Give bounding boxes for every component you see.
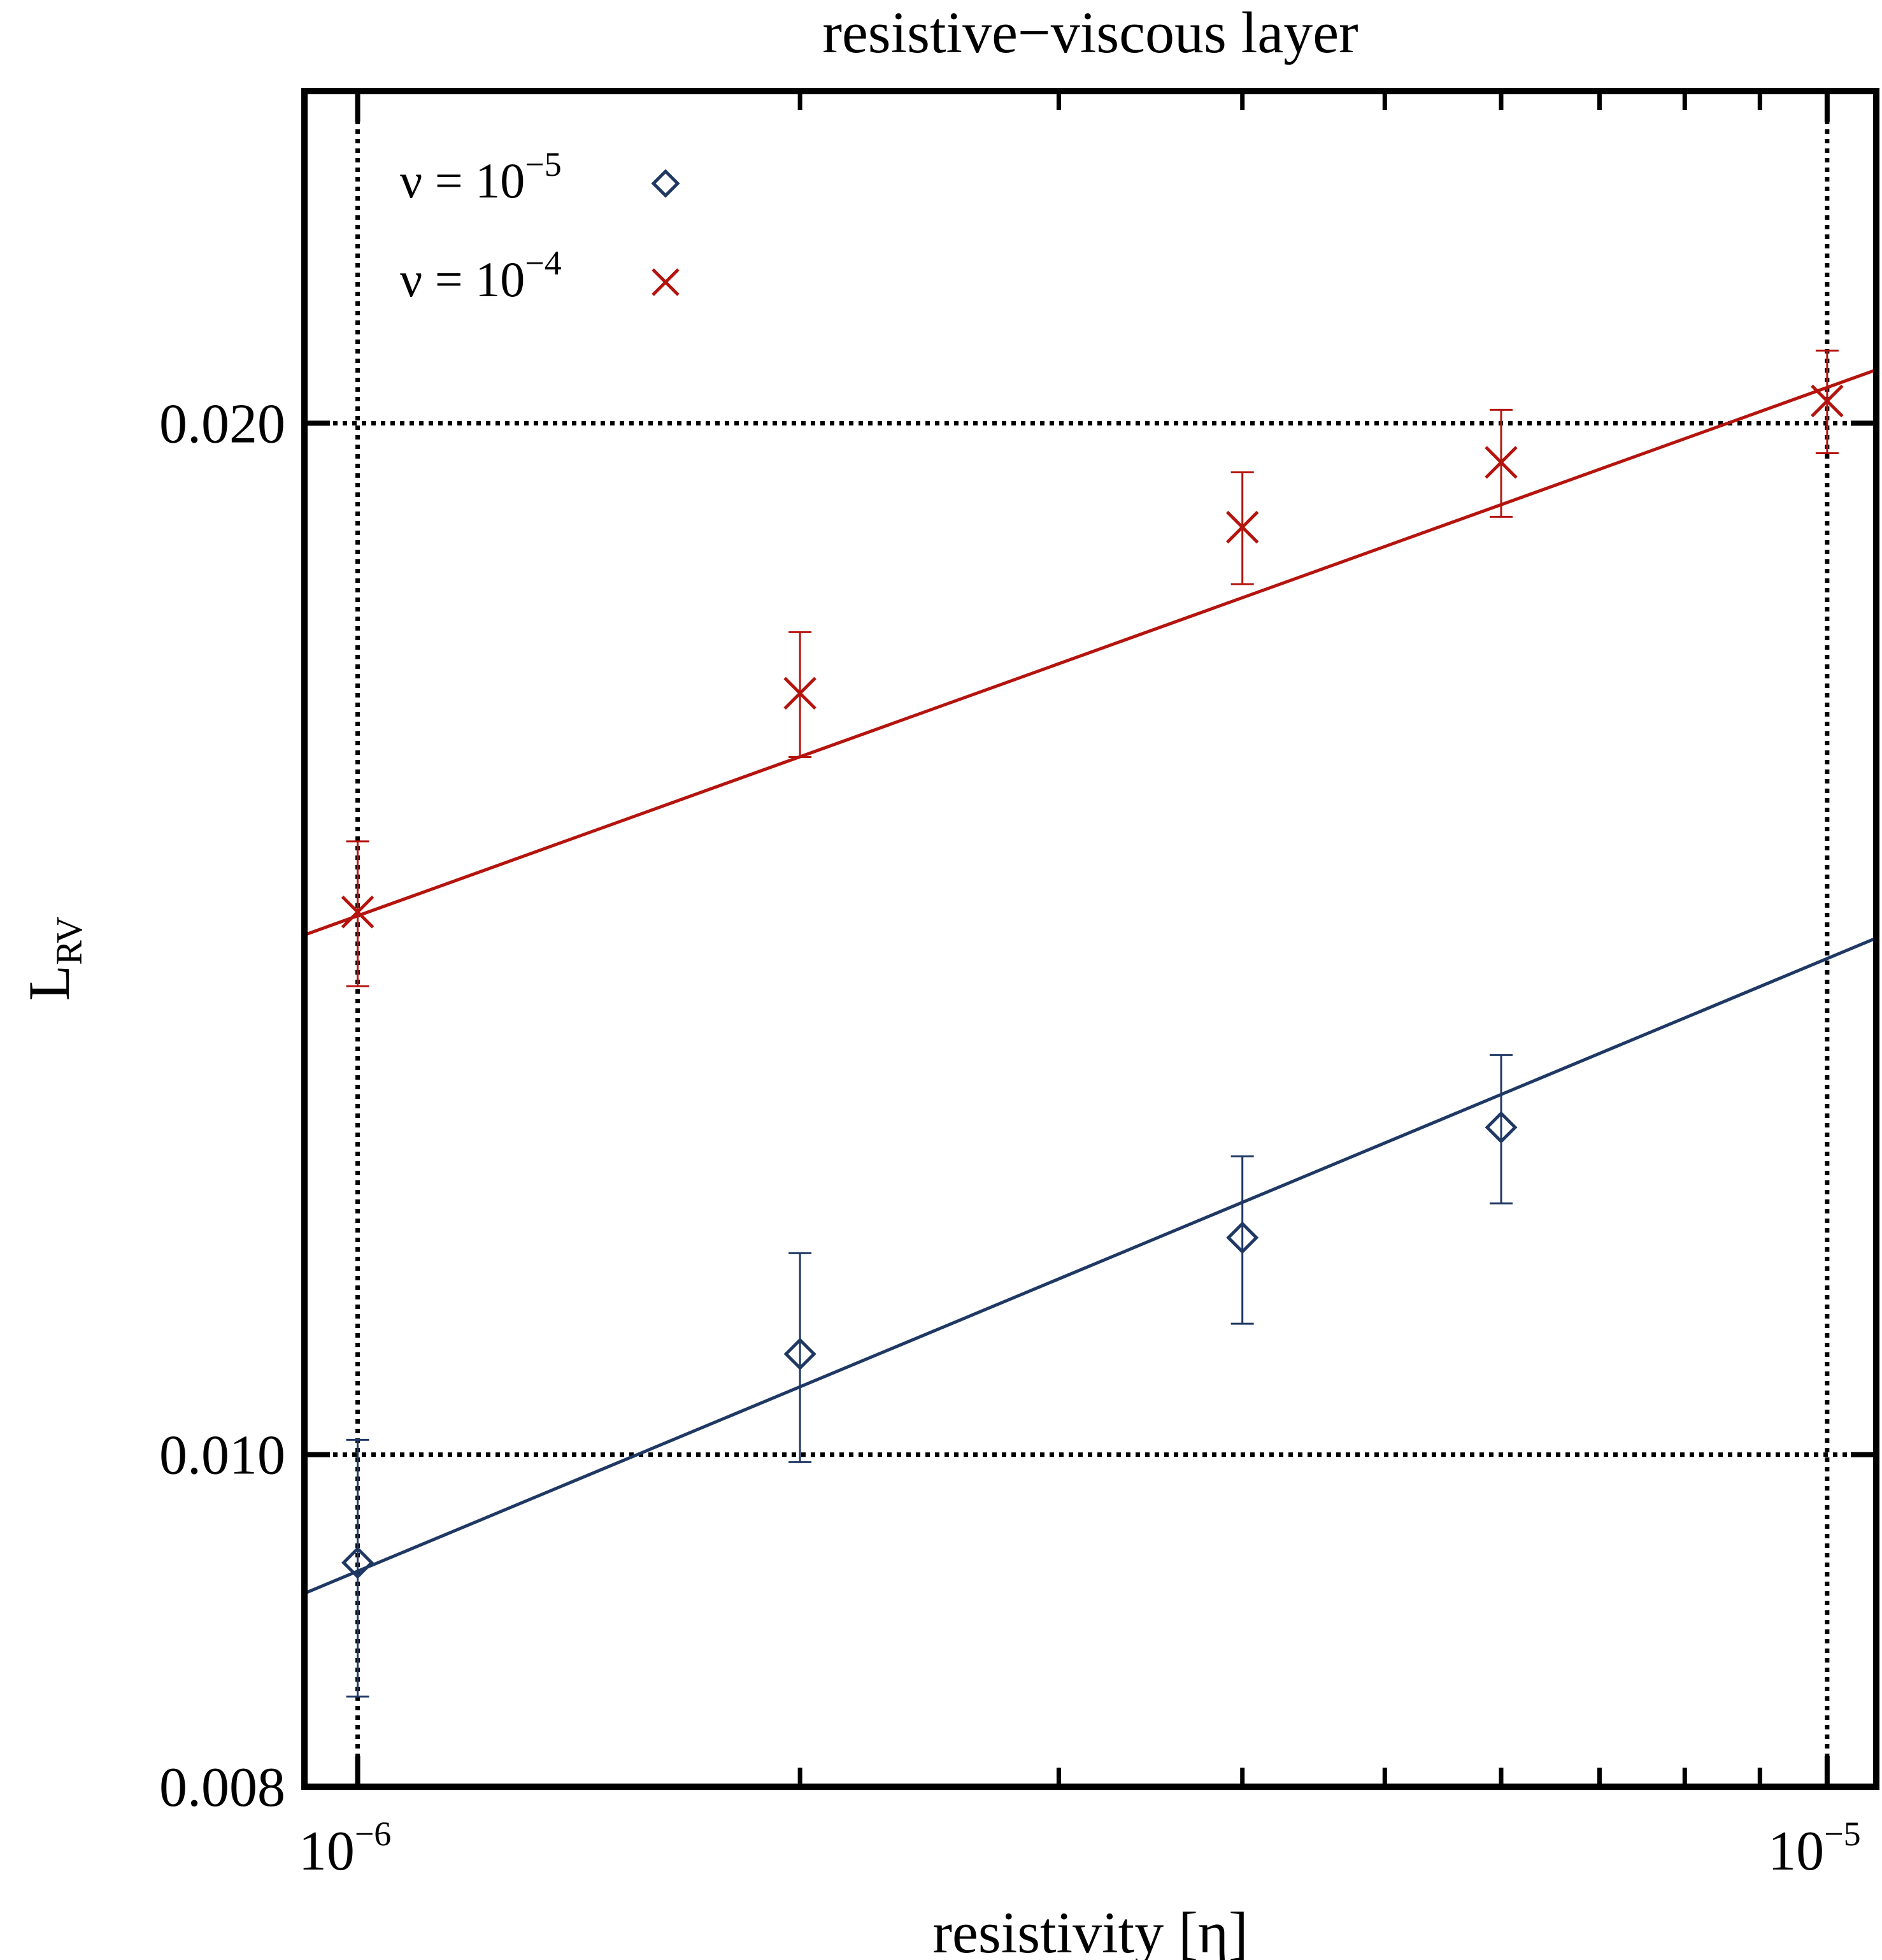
fit-line-0 <box>304 936 1877 1595</box>
axis-ticks <box>304 91 1876 1789</box>
data-point-1-2 <box>1225 510 1259 544</box>
data-point-1-0 <box>341 896 374 929</box>
legend-label-1: ν = 10−4 <box>400 244 562 307</box>
fit-lines <box>304 368 1877 1595</box>
plot-frame <box>301 88 1879 1790</box>
legend-marker-1 <box>652 268 680 296</box>
x-tick-label-1: 10−5 <box>1768 1815 1860 1882</box>
y-tick-label-0: 0.008 <box>159 1757 285 1819</box>
reference-lines <box>304 91 1876 1787</box>
data-point-0-2 <box>1226 1221 1259 1254</box>
y-tick-label-2: 0.020 <box>159 393 285 455</box>
error-bar-0-2 <box>1230 1155 1254 1325</box>
chart-title: resistive−viscous layer <box>822 0 1358 65</box>
x-axis-title: resistivity [η] <box>932 1900 1248 1960</box>
data-point-1-3 <box>1485 446 1518 479</box>
legend-label-base: ν = 10 <box>400 153 525 208</box>
legend-label-base: ν = 10 <box>400 252 525 307</box>
data-point-1-4-stroke-b <box>1811 384 1844 418</box>
legend: ν = 10−5ν = 10−4 <box>400 145 680 307</box>
error-bar-0-0 <box>346 1438 369 1698</box>
x-tick-label-0: 10−6 <box>299 1815 391 1882</box>
data-point-1-2-stroke-b <box>1225 510 1259 544</box>
data-point-1-1 <box>783 676 816 710</box>
data-point-0-1 <box>783 1338 816 1371</box>
data-point-1-0-stroke-b <box>341 896 374 929</box>
data-point-0-0 <box>341 1546 374 1579</box>
error-bar-0-3 <box>1490 1054 1513 1205</box>
x-tick-label-exponent: −5 <box>1824 1815 1860 1853</box>
y-tick-label-1: 0.010 <box>159 1425 285 1487</box>
y-axis-title-base: L <box>17 965 82 1001</box>
data-point-0-3 <box>1485 1111 1518 1144</box>
x-tick-label-base: 10 <box>299 1821 355 1882</box>
legend-marker-0 <box>651 169 680 198</box>
legend-label-0: ν = 10−5 <box>400 145 562 208</box>
x-tick-label-base: 10 <box>1768 1821 1824 1882</box>
legend-marker-1-stroke-b <box>652 268 680 296</box>
legend-label-exponent: −4 <box>525 244 561 282</box>
data-point-1-1-stroke-b <box>783 676 816 710</box>
y-axis-title-subscript: RV <box>48 917 90 965</box>
y-axis-title: LRV <box>17 917 90 1001</box>
fit-line-1 <box>304 368 1877 937</box>
x-tick-label-exponent: −6 <box>355 1815 391 1853</box>
data-point-1-3-stroke-b <box>1485 446 1518 479</box>
error-bar-0-1 <box>788 1252 812 1463</box>
data-point-1-4 <box>1811 384 1844 418</box>
legend-label-exponent: −5 <box>525 145 561 183</box>
data-points <box>341 349 1844 1698</box>
